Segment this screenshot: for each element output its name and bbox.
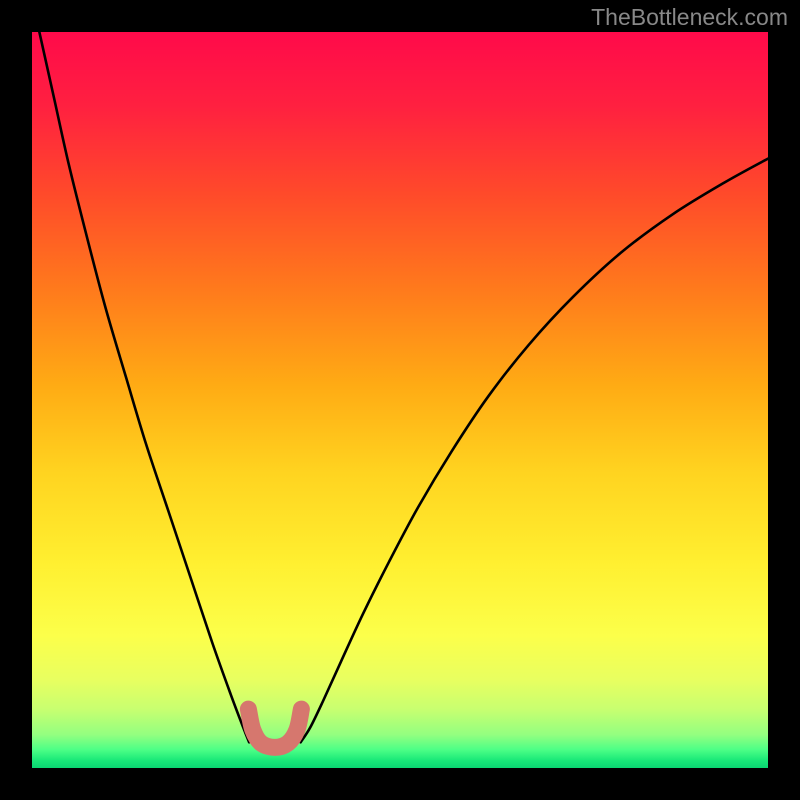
watermark-text: TheBottleneck.com [591, 4, 788, 31]
bottleneck-curve [32, 32, 768, 768]
bottleneck-notch [248, 709, 301, 747]
plot-area [32, 32, 768, 768]
curve-left-branch [39, 32, 249, 742]
curve-right-branch [301, 159, 768, 743]
